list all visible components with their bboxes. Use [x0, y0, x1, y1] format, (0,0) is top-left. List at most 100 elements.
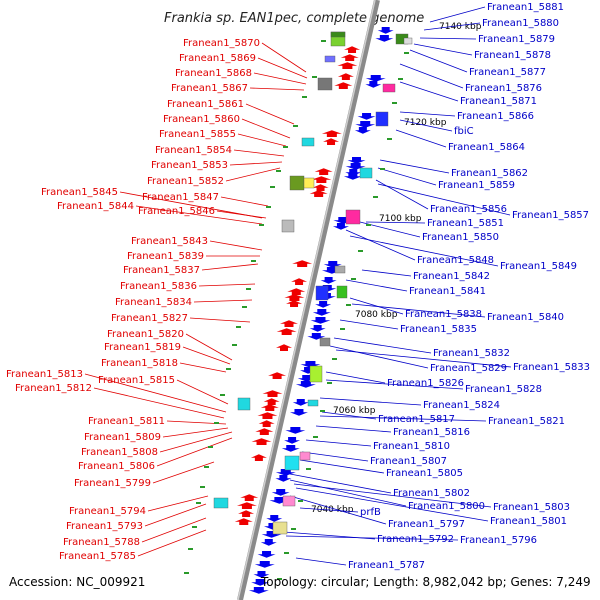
- gene-label[interactable]: Franean1_5838: [405, 309, 482, 320]
- gene-label[interactable]: Franean1_5808: [81, 447, 158, 458]
- gene-label[interactable]: Franean1_5843: [131, 236, 208, 247]
- gene-label[interactable]: Franean1_5803: [493, 502, 570, 513]
- gene-label[interactable]: Franean1_5809: [84, 432, 161, 443]
- gene-label[interactable]: Franean1_5829: [430, 363, 507, 374]
- gene-label[interactable]: Franean1_5848: [417, 255, 494, 266]
- label-leader-line: [144, 503, 207, 527]
- gene-label[interactable]: Franean1_5826: [387, 378, 464, 389]
- gene-label[interactable]: Franean1_5862: [451, 168, 528, 179]
- gene-label[interactable]: Franean1_5818: [101, 358, 178, 369]
- gene-label[interactable]: Franean1_5811: [88, 416, 165, 427]
- gene-label[interactable]: Franean1_5859: [438, 180, 515, 191]
- gene-label[interactable]: Franean1_5794: [69, 506, 146, 517]
- gene-label[interactable]: Franean1_5793: [66, 521, 143, 532]
- gene-label[interactable]: Franean1_5813: [6, 369, 83, 380]
- gene-label[interactable]: Franean1_5806: [78, 461, 155, 472]
- gene-label[interactable]: Franean1_5824: [423, 400, 500, 411]
- gene-label[interactable]: Franean1_5876: [465, 83, 542, 94]
- gene-label[interactable]: Franean1_5844: [57, 201, 134, 212]
- gene-label[interactable]: Franean1_5797: [388, 519, 465, 530]
- gene-label[interactable]: Franean1_5866: [457, 111, 534, 122]
- gene-label[interactable]: Franean1_5867: [171, 83, 248, 94]
- gene-label[interactable]: Franean1_5796: [460, 535, 537, 546]
- gene-label[interactable]: Franean1_5860: [163, 114, 240, 125]
- gene-label[interactable]: Franean1_5834: [115, 297, 192, 308]
- gene-label[interactable]: Franean1_5810: [373, 441, 450, 452]
- gene-label[interactable]: Franean1_5815: [98, 375, 175, 386]
- gene-label[interactable]: Franean1_5854: [155, 145, 232, 156]
- forward-gene-arrow: [251, 438, 272, 445]
- gene-label[interactable]: Franean1_5877: [469, 67, 546, 78]
- gene-label[interactable]: Franean1_5880: [482, 18, 559, 29]
- label-leader-line: [293, 483, 492, 508]
- gene-tick: [293, 125, 298, 127]
- gene-label[interactable]: Franean1_5821: [488, 416, 565, 427]
- gene-tick: [266, 206, 271, 208]
- gene-label[interactable]: Franean1_5861: [167, 99, 244, 110]
- gene-tick: [283, 146, 288, 148]
- reverse-gene-arrow: [355, 121, 376, 128]
- gene-label[interactable]: Franean1_5847: [142, 192, 219, 203]
- gene-label[interactable]: Franean1_5864: [448, 142, 525, 153]
- gene-label[interactable]: Franean1_5845: [41, 187, 118, 198]
- gene-label[interactable]: Franean1_5869: [179, 53, 256, 64]
- gene-label[interactable]: Franean1_5812: [15, 383, 92, 394]
- gene-label[interactable]: Franean1_5846: [138, 206, 215, 217]
- gene-label[interactable]: Franean1_5836: [120, 281, 197, 292]
- gene-label[interactable]: Franean1_5851: [427, 218, 504, 229]
- label-leader-line: [237, 133, 287, 147]
- gene-label[interactable]: Franean1_5837: [123, 265, 200, 276]
- gene-label[interactable]: Franean1_5819: [104, 342, 181, 353]
- gene-label[interactable]: Franean1_5853: [151, 160, 228, 171]
- gene-label[interactable]: Franean1_5805: [386, 468, 463, 479]
- label-leader-line: [249, 87, 305, 91]
- gene-label[interactable]: Franean1_5828: [465, 384, 542, 395]
- forward-gene-arrow: [275, 344, 292, 351]
- gene-label[interactable]: Franean1_5871: [460, 96, 537, 107]
- label-leader-line: [156, 437, 233, 467]
- gene-label[interactable]: Franean1_5792: [377, 534, 454, 545]
- gene-label[interactable]: Franean1_5800: [408, 501, 485, 512]
- label-leader-line: [377, 183, 511, 216]
- gene-label[interactable]: Franean1_5827: [111, 313, 188, 324]
- gene-label[interactable]: Franean1_5856: [430, 204, 507, 215]
- gene-label[interactable]: Franean1_5799: [74, 478, 151, 489]
- gene-label[interactable]: Franean1_5850: [422, 232, 499, 243]
- gene-label[interactable]: Franean1_5868: [175, 68, 252, 79]
- gene-label[interactable]: Franean1_5878: [474, 50, 551, 61]
- gene-label[interactable]: Franean1_5881: [487, 2, 564, 13]
- gene-label[interactable]: prfB: [360, 507, 381, 518]
- gene-label[interactable]: Franean1_5788: [63, 537, 140, 548]
- gene-label[interactable]: Franean1_5801: [490, 516, 567, 527]
- domain-box: [281, 219, 295, 233]
- gene-label[interactable]: Franean1_5840: [487, 312, 564, 323]
- gene-label[interactable]: Franean1_5857: [512, 210, 589, 221]
- gene-label[interactable]: Franean1_5855: [159, 129, 236, 140]
- gene-label[interactable]: Franean1_5835: [400, 324, 477, 335]
- gene-label[interactable]: fbiC: [454, 126, 474, 137]
- forward-gene-arrow: [260, 404, 279, 411]
- gene-label[interactable]: Franean1_5807: [370, 456, 447, 467]
- gene-label[interactable]: Franean1_5842: [413, 271, 490, 282]
- gene-label[interactable]: Franean1_5785: [59, 551, 136, 562]
- gene-label[interactable]: Franean1_5820: [107, 329, 184, 340]
- gene-label[interactable]: Franean1_5816: [393, 427, 470, 438]
- label-leader-line: [423, 22, 481, 31]
- gene-label[interactable]: Franean1_5879: [478, 34, 555, 45]
- gene-label[interactable]: Franean1_5787: [348, 560, 425, 571]
- gene-label[interactable]: Franean1_5832: [433, 348, 510, 359]
- label-leader-line: [229, 161, 283, 166]
- gene-label[interactable]: Franean1_5817: [378, 414, 455, 425]
- label-leader-line: [253, 72, 307, 85]
- gene-label[interactable]: Franean1_5849: [500, 261, 577, 272]
- gene-label[interactable]: Franean1_5802: [393, 488, 470, 499]
- gene-label[interactable]: Franean1_5852: [147, 176, 224, 187]
- forward-gene-arrow: [240, 494, 259, 501]
- gene-label[interactable]: Franean1_5839: [127, 251, 204, 262]
- gene-tick: [232, 344, 237, 346]
- gene-label[interactable]: Franean1_5833: [513, 362, 590, 373]
- gene-label[interactable]: Franean1_5841: [409, 286, 486, 297]
- gene-label[interactable]: Franean1_5870: [183, 38, 260, 49]
- reverse-gene-arrow: [365, 75, 386, 82]
- domain-box: [375, 111, 389, 127]
